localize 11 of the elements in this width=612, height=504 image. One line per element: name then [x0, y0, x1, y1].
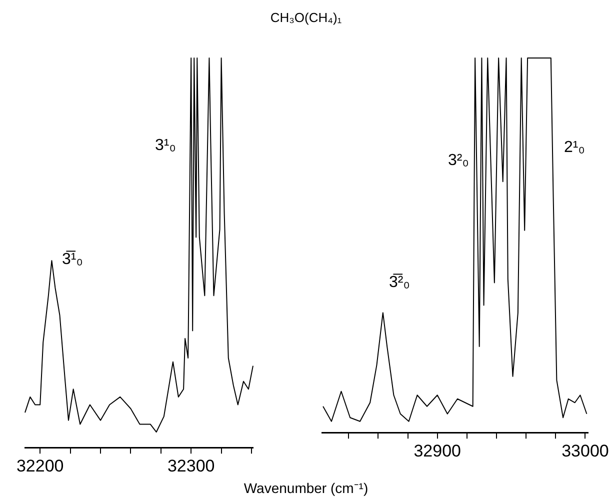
- annotation: 3¹₀: [155, 137, 176, 154]
- x-tick-label: 32200: [16, 456, 64, 476]
- annotation: 2¹₀: [564, 139, 585, 156]
- chart-title: CH₃O(CH₄)₁: [269, 10, 343, 25]
- x-axis-title: Wavenumber (cm⁻¹): [242, 479, 370, 497]
- x-tick-label: 32900: [414, 441, 461, 460]
- annotation: 3̅²₀: [389, 274, 410, 291]
- annotation: 3²₀: [448, 152, 469, 169]
- x-tick-label: 32300: [167, 456, 215, 476]
- x-tick-label: 33000: [562, 441, 609, 460]
- annotation: 3̅¹₀: [62, 251, 83, 268]
